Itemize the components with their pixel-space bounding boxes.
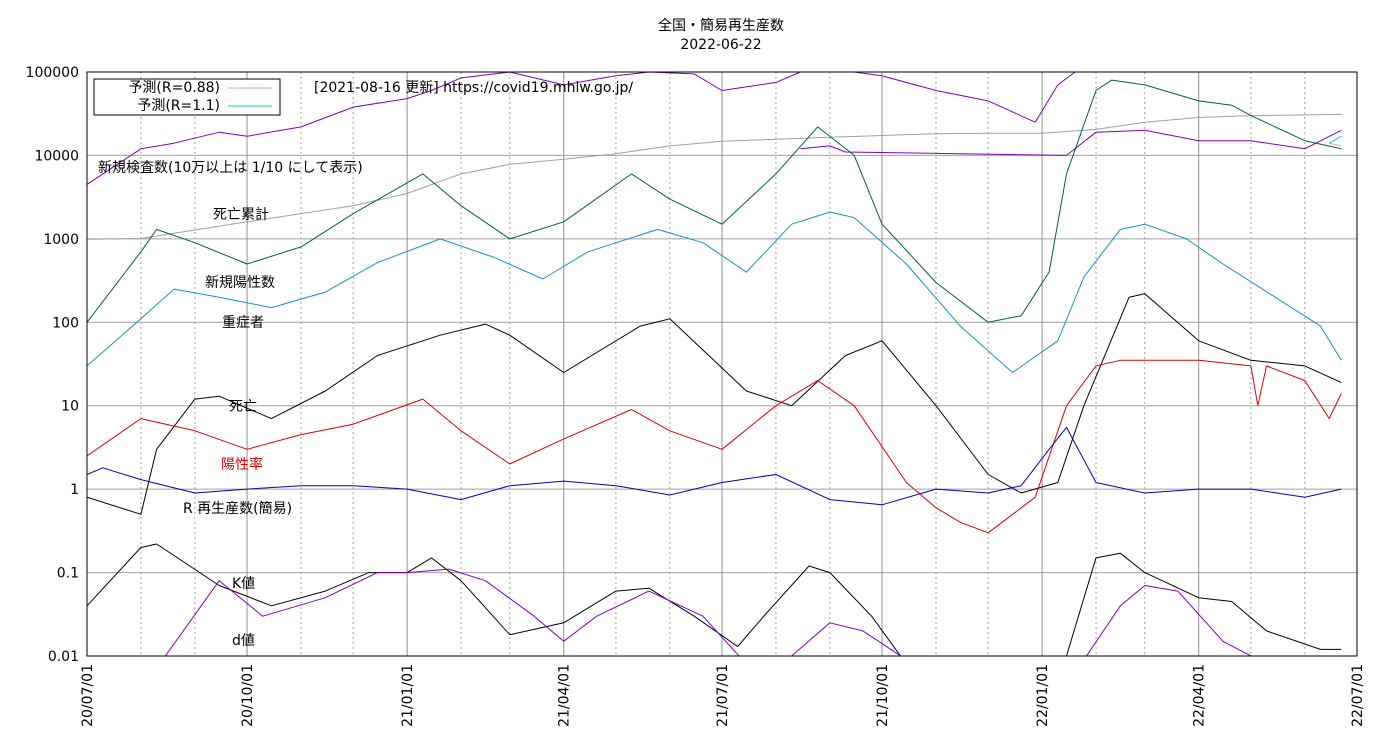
y-tick-label: 100000 (26, 65, 79, 81)
annotation-d: d値 (232, 633, 255, 649)
series-line-deaths_cumulative (87, 113, 1342, 240)
series-line-pred_R_1_1 (1328, 135, 1342, 144)
annotation-deaths: 死亡 (229, 399, 257, 415)
legend-box (93, 78, 281, 116)
y-tick-label: 10 (61, 399, 79, 415)
x-tick-label: 21/01/01 (400, 664, 416, 727)
annotation-severe: 重症者 (222, 315, 264, 331)
y-tick-labels: 0.01 0.1 1 10 100 1000 10000 100000 (26, 65, 79, 665)
x-tick-label: 22/07/01 (1350, 664, 1366, 727)
x-tick-label: 21/07/01 (715, 664, 731, 727)
series-line-deaths (87, 293, 1342, 515)
legend-label-r088: 予測(R=0.88) (128, 80, 220, 96)
series-line-tests_reduced (800, 129, 1342, 156)
y-tick-label: 1 (70, 482, 79, 498)
source-note: [2021-08-16 更新] https://covid19.mhlw.go.… (314, 80, 633, 96)
chart-title: 全国・簡易再生産数 (658, 17, 784, 34)
x-tick-label: 20/10/01 (240, 664, 256, 727)
series-line-tests (87, 72, 1342, 185)
annotation-k: K値 (232, 576, 255, 592)
x-tick-label: 21/04/01 (557, 664, 573, 727)
plot-frame (86, 71, 1358, 657)
y-tick-label: 1000 (43, 232, 79, 248)
series-line-pred_R_0_88 (1329, 142, 1342, 147)
x-tick-label: 22/04/01 (1192, 664, 1208, 727)
annotation-new-positive: 新規陽性数 (205, 275, 275, 291)
series-line-new_positive (87, 79, 1342, 323)
x-tick-label: 20/07/01 (80, 664, 96, 727)
series-line-severe (87, 211, 1342, 373)
x-tick-label: 21/10/01 (875, 664, 891, 727)
legend: 予測(R=0.88) 予測(R=1.1) (93, 78, 281, 116)
series-line-R (87, 426, 1342, 506)
y-tick-label: 0.1 (57, 566, 79, 582)
annotation-tests: 新規検査数(10万以上は 1/10 にして表示) (98, 160, 363, 176)
series-line-d (164, 568, 1252, 656)
chart-subtitle: 2022-06-22 (680, 37, 761, 53)
y-tick-label: 100 (52, 315, 79, 331)
series-group (87, 72, 1342, 656)
series-line-positivity (87, 359, 1342, 534)
y-tick-label: 0.01 (48, 649, 79, 665)
annotation-r: R 再生産数(簡易) (183, 501, 292, 517)
y-tick-label: 10000 (34, 148, 79, 164)
annotation-positivity: 陽性率 (221, 456, 263, 473)
series-line-K (87, 543, 1342, 656)
legend-label-r11: 予測(R=1.1) (137, 98, 220, 114)
x-tick-label: 22/01/01 (1035, 664, 1051, 727)
annotation-deaths-cumulative: 死亡累計 (213, 207, 269, 223)
x-tick-labels: 20/07/01 20/10/01 21/01/01 21/04/01 21/07/01… (80, 664, 1366, 727)
series-annotations: 新規検査数(10万以上は 1/10 にして表示) 死亡累計 新規陽性数 重症者 … (98, 160, 363, 649)
grid (86, 71, 1358, 657)
